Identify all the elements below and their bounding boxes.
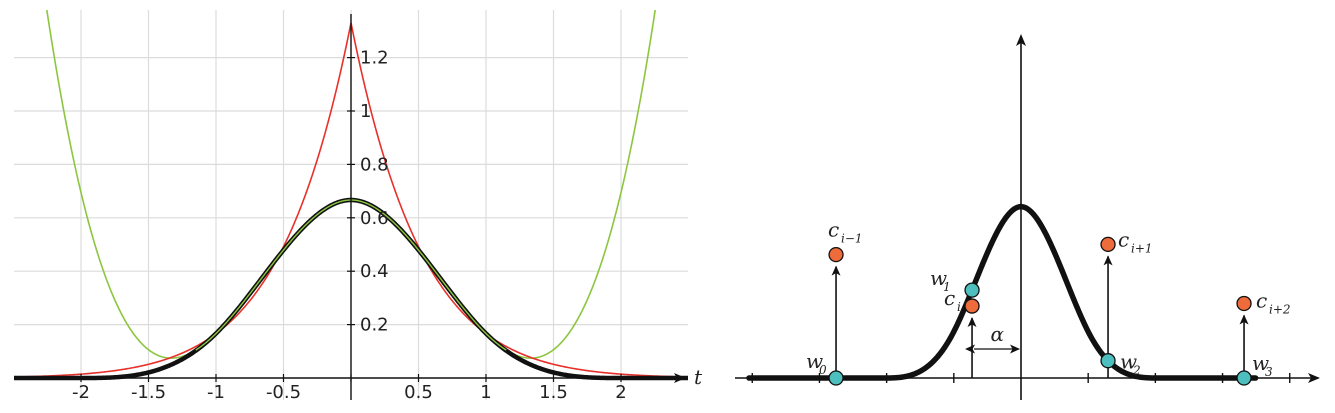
weight-point-w3 bbox=[1236, 370, 1252, 386]
weight-point-w0 bbox=[828, 370, 844, 386]
y-tick-label: 1.2 bbox=[360, 48, 389, 69]
y-tick-label: 0.2 bbox=[360, 315, 389, 336]
x-tick-label: 1.5 bbox=[539, 382, 568, 403]
x-tick-label: -1.5 bbox=[131, 382, 166, 403]
control-point-ci_p2 bbox=[1236, 295, 1252, 312]
y-tick-label: 0.8 bbox=[360, 154, 389, 175]
right-points bbox=[828, 236, 1252, 386]
x-tick-label: -2 bbox=[72, 382, 90, 403]
left-axes bbox=[14, 14, 686, 400]
control-point-ci_m1 bbox=[828, 246, 844, 263]
left-ticks: -2 -1.5 -1 -0.5 0.5 1 1.5 2 0.2 0.4 0.6 0.8 1 1.2 bbox=[72, 48, 627, 403]
label-ci-plus-1-sub: i+1 bbox=[1131, 241, 1153, 255]
label-ci: c bbox=[944, 286, 955, 310]
label-ci-minus-1-sub: i−1 bbox=[841, 232, 863, 246]
weight-point-w1 bbox=[964, 282, 980, 298]
label-ci-sub: i bbox=[957, 300, 961, 314]
x-tick-label: 0.5 bbox=[404, 382, 433, 403]
x-tick-label: -0.5 bbox=[266, 382, 301, 403]
label-w2-sub: 2 bbox=[1132, 364, 1141, 378]
spline-curve bbox=[746, 203, 1259, 381]
y-tick-label: 0.4 bbox=[360, 261, 389, 282]
right-curve bbox=[746, 203, 1259, 381]
right-stems bbox=[831, 255, 1249, 378]
x-axis-label: t bbox=[694, 365, 703, 389]
label-w0: w bbox=[806, 349, 823, 373]
label-ci-plus-1: c bbox=[1118, 227, 1129, 251]
label-ci-minus-1: c bbox=[828, 218, 839, 242]
control-point-ci_p1 bbox=[1100, 236, 1116, 253]
weight-point-w2 bbox=[1100, 353, 1116, 369]
right-axes bbox=[735, 34, 1320, 400]
x-tick-label: 2 bbox=[615, 382, 626, 403]
y-tick-label: 1 bbox=[360, 101, 371, 122]
label-w3-sub: 3 bbox=[1265, 365, 1273, 379]
left-plot: -2 -1.5 -1 -0.5 0.5 1 1.5 2 0.2 0.4 0.6 0.8 1 1.2 t bbox=[14, 10, 703, 403]
label-w3: w bbox=[1252, 351, 1269, 375]
label-w2: w bbox=[1120, 350, 1137, 374]
x-tick-label: -1 bbox=[207, 382, 225, 403]
label-w1: w bbox=[930, 266, 947, 290]
x-tick-label: 1 bbox=[480, 382, 491, 403]
label-ci-plus-2: c bbox=[1256, 288, 1267, 312]
label-ci-plus-2-sub: i+2 bbox=[1269, 302, 1291, 316]
label-w0-sub: 0 bbox=[819, 363, 827, 377]
label-w1-sub: 1 bbox=[943, 280, 951, 294]
y-tick-label: 0.6 bbox=[360, 208, 389, 229]
label-alpha: α bbox=[991, 322, 1005, 346]
control-point-ci bbox=[964, 298, 980, 314]
